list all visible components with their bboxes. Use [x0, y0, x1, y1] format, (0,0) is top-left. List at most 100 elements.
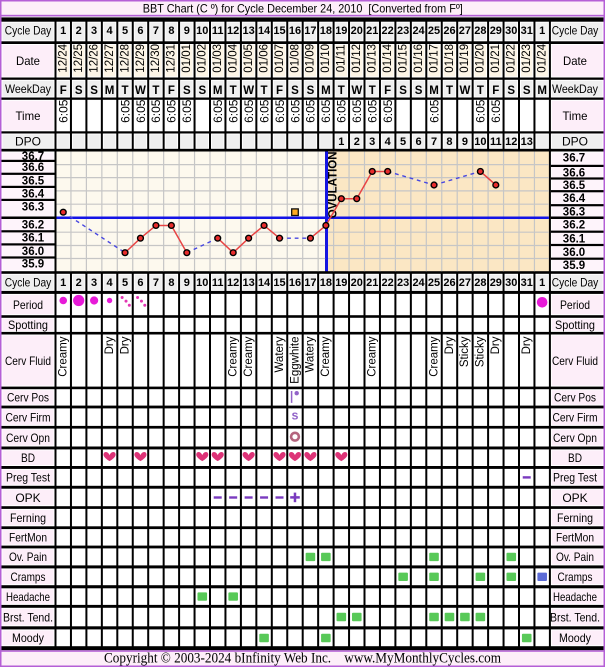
svg-text:S: S [307, 85, 315, 97]
svg-text:Cycle Day: Cycle Day [5, 24, 52, 38]
svg-text:5: 5 [400, 136, 406, 148]
svg-text:10: 10 [196, 277, 208, 289]
svg-text:Cerv Opn: Cerv Opn [553, 431, 597, 445]
svg-text:12: 12 [227, 277, 239, 289]
svg-text:01/11: 01/11 [336, 44, 348, 72]
svg-text:Creamy: Creamy [367, 336, 379, 377]
svg-text:1: 1 [60, 25, 66, 37]
svg-text:Period: Period [560, 298, 590, 312]
svg-text:T: T [261, 85, 268, 97]
svg-text:16: 16 [289, 25, 301, 37]
svg-text:W: W [135, 85, 146, 97]
svg-text:M: M [213, 85, 223, 97]
svg-text:6:05: 6:05 [165, 99, 179, 123]
svg-text:15: 15 [273, 25, 285, 37]
svg-text:36.5: 36.5 [22, 175, 45, 187]
svg-text:6:05: 6:05 [335, 99, 349, 123]
svg-text:15: 15 [273, 277, 285, 289]
svg-text:13: 13 [242, 25, 254, 37]
svg-text:S: S [291, 85, 299, 97]
svg-text:1: 1 [338, 136, 344, 148]
svg-text:Preg Test: Preg Test [553, 471, 598, 485]
svg-text:36.0: 36.0 [563, 247, 585, 259]
svg-text:Cycle Day: Cycle Day [552, 275, 599, 289]
svg-text:19: 19 [335, 277, 347, 289]
svg-text:3: 3 [369, 136, 375, 148]
svg-text:M: M [321, 85, 331, 97]
svg-text:29: 29 [490, 277, 502, 289]
svg-text:24: 24 [412, 25, 425, 37]
svg-text:6:05: 6:05 [226, 99, 240, 123]
svg-text:Brst. Tend.: Brst. Tend. [3, 610, 53, 624]
svg-text:12: 12 [505, 136, 517, 148]
svg-text:6:05: 6:05 [350, 99, 364, 123]
svg-text:Spotting: Spotting [555, 318, 595, 332]
svg-text:36.4: 36.4 [22, 188, 45, 200]
svg-text:BBT Chart (C º) for Cycle Dece: BBT Chart (C º) for Cycle December 24, 2… [143, 2, 463, 16]
svg-text:Dry: Dry [521, 336, 533, 354]
svg-text:6:05: 6:05 [118, 99, 132, 123]
svg-text:23: 23 [397, 277, 409, 289]
svg-text:F: F [492, 85, 499, 97]
svg-text:Time: Time [16, 109, 41, 123]
svg-text:31: 31 [521, 277, 533, 289]
svg-text:Dry: Dry [119, 336, 131, 354]
svg-text:14: 14 [258, 25, 271, 37]
svg-text:Preg Test: Preg Test [6, 471, 51, 485]
svg-text:6:05: 6:05 [242, 99, 256, 123]
svg-text:S: S [198, 85, 206, 97]
svg-text:36.3: 36.3 [22, 202, 44, 214]
svg-text:BD: BD [21, 451, 35, 465]
svg-text:9: 9 [184, 25, 190, 37]
svg-text:8: 8 [168, 277, 174, 289]
svg-text:01/04: 01/04 [227, 43, 239, 72]
svg-text:Cycle Day: Cycle Day [552, 24, 599, 38]
svg-text:35.9: 35.9 [563, 260, 585, 272]
svg-text:T: T [477, 85, 484, 97]
svg-text:27: 27 [459, 25, 471, 37]
svg-text:01/09: 01/09 [305, 44, 317, 73]
svg-text:01/05: 01/05 [243, 44, 255, 73]
svg-text:F: F [384, 85, 391, 97]
svg-text:F: F [276, 85, 283, 97]
svg-text:01/22: 01/22 [506, 44, 518, 73]
svg-text:M: M [429, 85, 439, 97]
svg-text:9: 9 [184, 277, 190, 289]
svg-text:Cramps: Cramps [11, 570, 46, 584]
svg-text:S: S [399, 85, 407, 97]
svg-text:W: W [243, 85, 254, 97]
svg-text:Ov. Pain: Ov. Pain [9, 550, 47, 564]
svg-text:36.3: 36.3 [563, 206, 585, 218]
svg-text:36.6: 36.6 [22, 162, 44, 174]
svg-text:29: 29 [490, 25, 502, 37]
svg-text:T: T [122, 85, 129, 97]
svg-text:28: 28 [474, 25, 486, 37]
svg-text:Watery: Watery [274, 336, 286, 372]
svg-text:Brst. Tend.: Brst. Tend. [550, 610, 600, 624]
svg-text:6:05: 6:05 [288, 99, 302, 123]
svg-text:36.2: 36.2 [563, 219, 585, 231]
svg-text:30: 30 [505, 277, 517, 289]
svg-text:6:05: 6:05 [180, 99, 194, 123]
svg-text:11: 11 [212, 25, 224, 37]
svg-text:FertMon: FertMon [9, 531, 47, 545]
svg-text:1: 1 [60, 277, 66, 289]
svg-text:25: 25 [428, 277, 440, 289]
svg-text:01/15: 01/15 [397, 44, 409, 73]
svg-text:5: 5 [122, 25, 128, 37]
svg-text:3: 3 [91, 25, 97, 37]
svg-text:Cerv Firm: Cerv Firm [553, 410, 598, 424]
svg-text:26: 26 [443, 25, 455, 37]
svg-text:19: 19 [335, 25, 347, 37]
svg-text:6:05: 6:05 [211, 99, 225, 123]
svg-text:01/16: 01/16 [413, 44, 425, 73]
svg-text:16: 16 [289, 277, 301, 289]
svg-text:6:05: 6:05 [149, 99, 163, 123]
svg-text:4: 4 [107, 25, 114, 37]
svg-text:6:05: 6:05 [319, 99, 333, 123]
svg-text:T: T [446, 85, 453, 97]
svg-text:01/01: 01/01 [181, 44, 193, 73]
svg-text:01/07: 01/07 [274, 44, 286, 73]
svg-text:27: 27 [459, 277, 471, 289]
svg-text:3: 3 [91, 277, 97, 289]
